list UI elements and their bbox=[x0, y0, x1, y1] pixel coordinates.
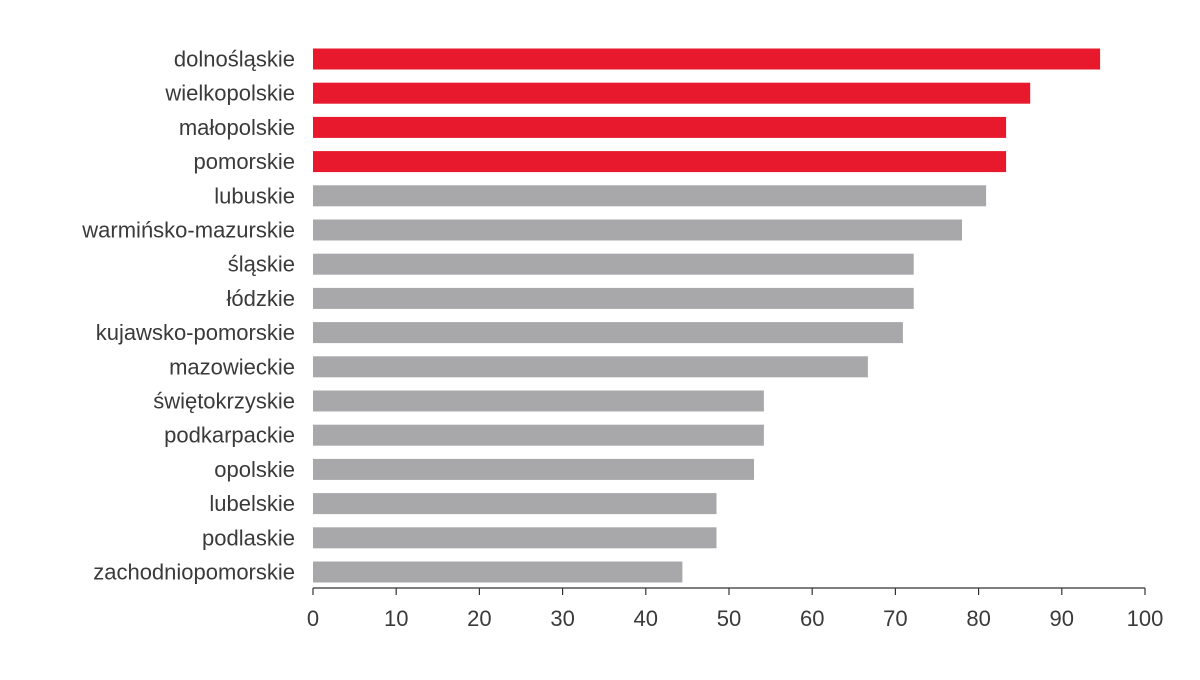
x-tick-label: 10 bbox=[384, 606, 408, 631]
bar-8 bbox=[313, 287, 914, 309]
category-label: zachodniopomorskie bbox=[93, 560, 295, 585]
category-label: dolnośląskie bbox=[174, 47, 295, 72]
x-tick-label: 50 bbox=[717, 606, 741, 631]
x-tick-label: 80 bbox=[966, 606, 990, 631]
category-label: małopolskie bbox=[179, 115, 295, 140]
x-tick-label: 90 bbox=[1050, 606, 1074, 631]
category-label: lubelskie bbox=[209, 491, 295, 516]
category-label: podkarpackie bbox=[164, 423, 295, 448]
bar-16 bbox=[313, 561, 683, 583]
bar-14 bbox=[313, 493, 717, 515]
category-label: kujawsko-pomorskie bbox=[96, 320, 295, 345]
category-label: pomorskie bbox=[194, 149, 295, 174]
bar-10 bbox=[313, 356, 868, 378]
bar-3 bbox=[313, 116, 1007, 138]
category-label: warmińsko-mazurskie bbox=[81, 218, 295, 243]
x-tick-label: 60 bbox=[800, 606, 824, 631]
bar-13 bbox=[313, 458, 754, 480]
bar-2 bbox=[313, 82, 1031, 104]
bar-11 bbox=[313, 390, 764, 412]
bar-12 bbox=[313, 424, 764, 446]
category-label: śląskie bbox=[228, 252, 295, 277]
category-label: łódzkie bbox=[227, 286, 295, 311]
category-label: lubuskie bbox=[214, 183, 295, 208]
bar-15 bbox=[313, 527, 717, 549]
category-label: podlaskie bbox=[202, 525, 295, 550]
x-tick-label: 30 bbox=[550, 606, 574, 631]
category-label: wielkopolskie bbox=[164, 81, 295, 106]
category-label: świętokrzyskie bbox=[153, 389, 295, 414]
bar-9 bbox=[313, 322, 903, 344]
x-tick-label: 40 bbox=[634, 606, 658, 631]
x-tick-label: 100 bbox=[1127, 606, 1164, 631]
x-tick-label: 70 bbox=[883, 606, 907, 631]
x-tick-label: 0 bbox=[307, 606, 319, 631]
category-label: opolskie bbox=[214, 457, 295, 482]
bar-6 bbox=[313, 219, 962, 241]
category-label: mazowieckie bbox=[169, 354, 295, 379]
x-tick-label: 20 bbox=[467, 606, 491, 631]
bar-7 bbox=[313, 253, 914, 275]
bar-4 bbox=[313, 151, 1007, 173]
bar-1 bbox=[313, 48, 1101, 70]
bar-5 bbox=[313, 185, 987, 207]
